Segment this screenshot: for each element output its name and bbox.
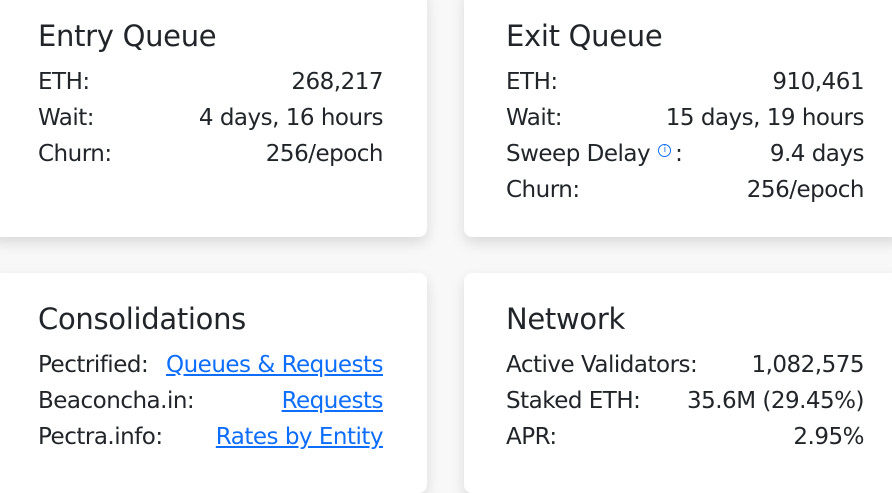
label: Wait: (38, 105, 95, 131)
requests-link[interactable]: Requests (281, 388, 384, 414)
exit-churn-row: Churn: 256/epoch (506, 172, 865, 208)
label: Sweep Delay (506, 141, 651, 167)
exit-queue-card: Exit Queue ETH: 910,461 Wait: 15 days, 19 … (464, 0, 892, 237)
entry-churn-row: Churn: 256/epoch (38, 136, 384, 172)
value: 9.4 days (769, 141, 865, 167)
label: Staked ETH: (506, 388, 641, 414)
label: ETH: (38, 69, 90, 95)
value: 1,082,575 (751, 352, 864, 378)
value: 15 days, 19 hours (665, 105, 865, 131)
value: 2.95% (793, 424, 864, 450)
exit-wait-row: Wait: 15 days, 19 hours (506, 100, 865, 136)
entry-queue-card: Entry Queue ETH: 268,217 Wait: 4 days, 16 … (0, 0, 427, 237)
label: Pectra.info: (38, 424, 163, 450)
beaconchain-row: Beaconcha.in: Requests (38, 383, 384, 419)
value: 35.6M (29.45%) (686, 388, 865, 414)
card-title: Entry Queue (38, 19, 217, 53)
label: Wait: (506, 105, 563, 131)
label: Pectrified: (38, 352, 149, 378)
entry-wait-row: Wait: 4 days, 16 hours (38, 100, 384, 136)
value: 910,461 (772, 69, 864, 95)
value: 256/epoch (265, 141, 384, 167)
exit-sweep-delay-row: Sweep Delay i: 9.4 days (506, 136, 865, 172)
label: Churn: (38, 141, 112, 167)
label: ETH: (506, 69, 558, 95)
label: Active Validators: (506, 352, 698, 378)
entry-eth-row: ETH: 268,217 (38, 64, 383, 100)
info-icon[interactable]: i (658, 144, 672, 158)
queues-requests-link[interactable]: Queues & Requests (165, 352, 384, 378)
rates-by-entity-link[interactable]: Rates by Entity (215, 424, 384, 450)
pectra-info-row: Pectra.info: Rates by Entity (38, 419, 384, 455)
label: Beaconcha.in: (38, 388, 195, 414)
value: 256/epoch (746, 177, 865, 203)
label: Churn: (506, 177, 580, 203)
card-title: Consolidations (38, 302, 246, 336)
exit-eth-row: ETH: 910,461 (506, 64, 864, 100)
value: 268,217 (291, 69, 383, 95)
colon: : (675, 141, 683, 167)
label: APR: (506, 424, 557, 450)
active-validators-row: Active Validators: 1,082,575 (506, 347, 864, 383)
card-title: Network (506, 302, 625, 336)
network-card: Network Active Validators: 1,082,575 Stak… (464, 273, 892, 493)
value: 4 days, 16 hours (198, 105, 384, 131)
consolidations-card: Consolidations Pectrified: Queues & Reque… (0, 273, 427, 493)
apr-row: APR: 2.95% (506, 419, 864, 455)
card-title: Exit Queue (506, 19, 663, 53)
pectrified-row: Pectrified: Queues & Requests (38, 347, 384, 383)
staked-eth-row: Staked ETH: 35.6M (29.45%) (506, 383, 865, 419)
